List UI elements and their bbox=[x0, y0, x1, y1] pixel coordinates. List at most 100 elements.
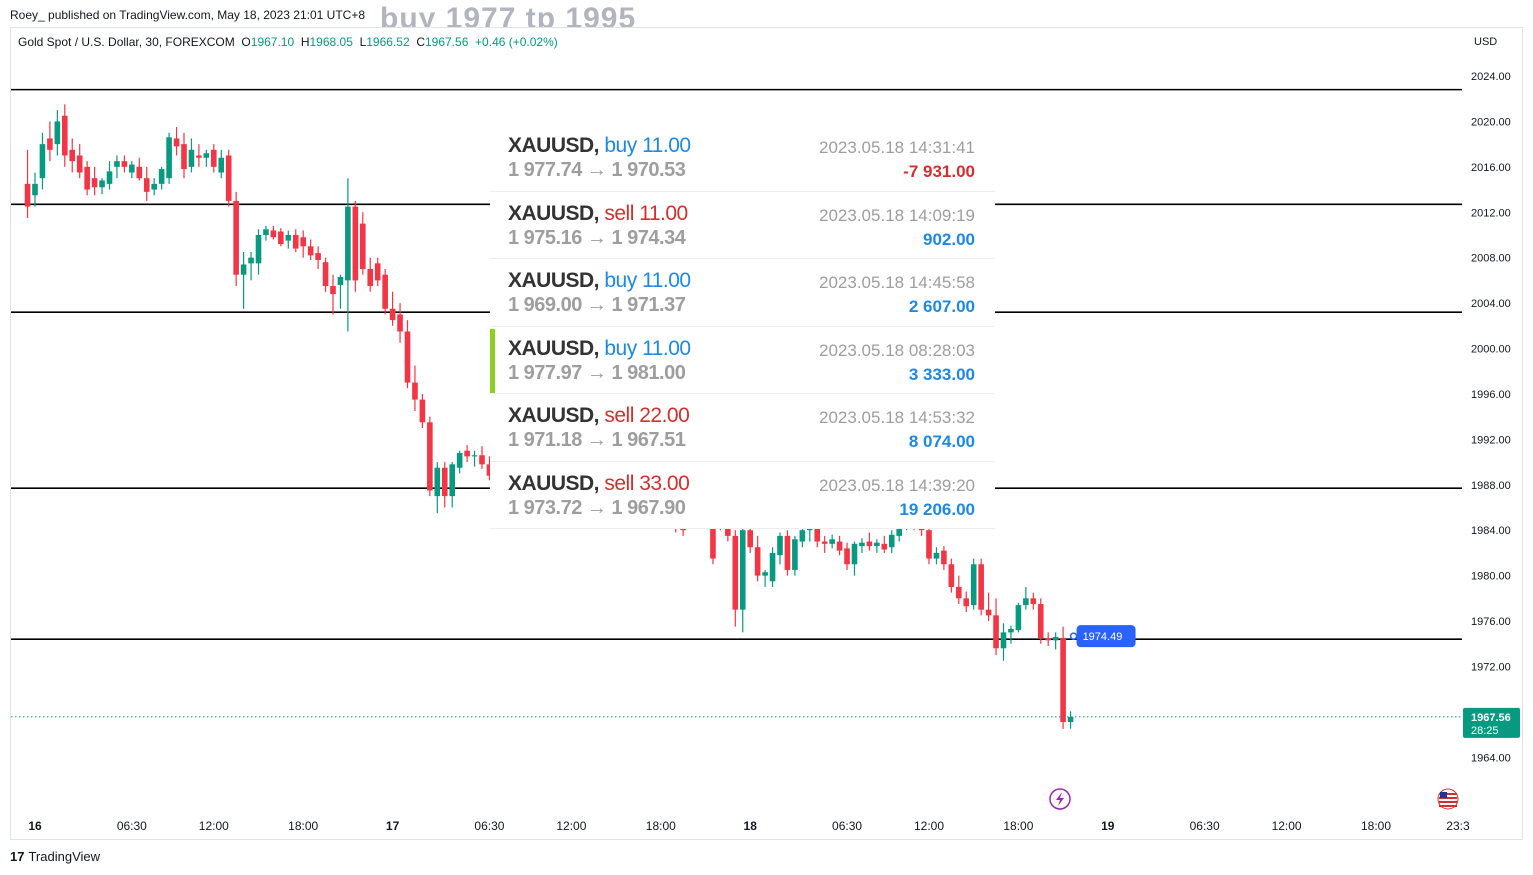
candle-body bbox=[211, 149, 217, 167]
candle-body bbox=[263, 229, 269, 235]
candle-body bbox=[158, 169, 165, 184]
trade-symbol: XAUUSD, bbox=[508, 201, 600, 225]
candle-body bbox=[851, 543, 858, 565]
candle-body bbox=[486, 464, 493, 476]
candle-body bbox=[769, 552, 776, 582]
trade-pnl: -7 931.00 bbox=[903, 162, 975, 181]
legend-high-label: H bbox=[300, 35, 310, 49]
y-tick-label: 1992.00 bbox=[1471, 434, 1511, 446]
candle-body bbox=[374, 263, 381, 281]
y-tick-label: 1980.00 bbox=[1471, 571, 1511, 583]
y-tick-label: 1988.00 bbox=[1471, 480, 1511, 492]
x-tick-label: 06:30 bbox=[474, 819, 504, 833]
candle-body bbox=[456, 452, 463, 468]
trade-lots: 11.00 bbox=[642, 269, 691, 292]
lightning-bolt-icon bbox=[1056, 792, 1064, 806]
tradingview-logo[interactable]: 17 TradingView bbox=[10, 849, 100, 864]
candle-body bbox=[143, 178, 150, 192]
x-tick-label: 17 bbox=[386, 819, 400, 833]
candle-body bbox=[881, 543, 888, 550]
candle-body bbox=[956, 586, 962, 599]
alert-dot bbox=[1069, 632, 1078, 640]
legend-change: +0.46 (+0.02%) bbox=[475, 35, 558, 49]
lightning-icon bbox=[1049, 788, 1071, 810]
trade-lots: 33.00 bbox=[639, 471, 690, 495]
candle-body bbox=[330, 286, 336, 295]
candle-body bbox=[106, 171, 113, 184]
candle-body bbox=[1023, 598, 1029, 606]
trade-pnl: 3 333.00 bbox=[908, 364, 975, 384]
candle-body bbox=[464, 450, 470, 457]
candle-body bbox=[829, 539, 835, 544]
candle-body bbox=[352, 206, 359, 281]
x-tick-label: 19 bbox=[1101, 819, 1115, 833]
candle-body bbox=[1000, 632, 1007, 649]
y-tick-label: 2004.00 bbox=[1471, 298, 1511, 310]
trade-pnl: 8 074.00 bbox=[908, 432, 975, 451]
legend-low: 1966.52 bbox=[366, 35, 410, 49]
trade-row: XAUUSD, sell 22.00 1 971.18 → 1 967.51 2… bbox=[490, 394, 995, 462]
candle-body bbox=[1037, 604, 1044, 639]
chart-frame bbox=[10, 27, 1523, 840]
x-tick-label: 12:00 bbox=[914, 819, 944, 833]
x-tick-label: 18:00 bbox=[288, 819, 318, 833]
x-tick-label: 23:3 bbox=[1446, 819, 1470, 833]
x-tick-label: 12:00 bbox=[199, 819, 229, 833]
last-price-label: 1967.56 bbox=[1471, 712, 1511, 724]
candle-body bbox=[799, 530, 806, 542]
x-tick-label: 06:30 bbox=[832, 819, 862, 833]
trade-close-price: 1 981.00 bbox=[611, 361, 686, 384]
candle-body bbox=[754, 547, 761, 576]
trade-close-price: 1 971.37 bbox=[611, 294, 686, 316]
trade-symbol: XAUUSD, bbox=[508, 471, 600, 495]
trade-open-price: 1 973.72 bbox=[508, 496, 582, 519]
y-tick-label: 1976.00 bbox=[1471, 616, 1511, 628]
candle-body bbox=[963, 598, 970, 607]
y-tick-label: 2020.00 bbox=[1471, 116, 1511, 128]
x-tick-label: 18 bbox=[744, 819, 758, 833]
trade-close-price: 1 967.90 bbox=[611, 496, 686, 519]
arrow-right-icon: → bbox=[586, 429, 607, 451]
trade-time: 2023.05.18 14:31:41 bbox=[819, 138, 975, 157]
x-tick-label: 12:00 bbox=[1272, 819, 1302, 833]
candle-body bbox=[292, 234, 299, 249]
candle-body bbox=[844, 548, 850, 565]
candle-body bbox=[1030, 598, 1037, 604]
candle-body bbox=[278, 231, 284, 245]
flag-stripe bbox=[1439, 805, 1457, 807]
trade-side: buy bbox=[604, 336, 637, 360]
candle-body bbox=[270, 230, 277, 238]
candle-body bbox=[404, 331, 411, 383]
candle-body bbox=[1052, 636, 1059, 641]
candle-body bbox=[62, 115, 68, 156]
published-header: Roey_ published on TradingView.com, May … bbox=[10, 8, 365, 22]
trade-lots: 11.00 bbox=[642, 134, 691, 157]
ohlc-legend: Gold Spot / U.S. Dollar, 30, FOREXCOM O1… bbox=[18, 35, 558, 49]
y-tick-label: 2016.00 bbox=[1471, 162, 1511, 174]
tv-logo-mark-icon: 17 bbox=[10, 849, 25, 864]
flag-stripe bbox=[1439, 797, 1457, 799]
trade-time: 2023.05.18 14:45:58 bbox=[819, 273, 975, 292]
x-tick-label: 12:00 bbox=[556, 819, 586, 833]
y-tick-label: 1972.00 bbox=[1471, 661, 1511, 673]
candle-body bbox=[471, 455, 478, 457]
candle-body bbox=[360, 223, 366, 270]
candle-body bbox=[993, 615, 999, 649]
trade-time: 2023.05.18 14:09:19 bbox=[819, 205, 975, 225]
arrow-right-icon: → bbox=[586, 294, 607, 316]
candle-body bbox=[166, 137, 172, 179]
legend-low-label: L bbox=[359, 35, 367, 49]
candle-body bbox=[99, 180, 105, 188]
candle-body bbox=[874, 542, 880, 547]
trade-history-overlay: XAUUSD, buy 11.00 1 977.74 → 1 970.53 20… bbox=[490, 124, 995, 529]
candle-body bbox=[84, 166, 90, 190]
candle-body bbox=[196, 155, 202, 158]
candle-body bbox=[1067, 716, 1074, 723]
currency-label: USD bbox=[1474, 36, 1497, 48]
trade-lots: 11.00 bbox=[639, 201, 688, 225]
candle-body bbox=[397, 314, 403, 332]
candle-body bbox=[933, 552, 940, 559]
flag-stripe bbox=[1439, 793, 1457, 795]
candle-body bbox=[1060, 638, 1066, 723]
x-tick-label: 18:00 bbox=[1003, 819, 1033, 833]
